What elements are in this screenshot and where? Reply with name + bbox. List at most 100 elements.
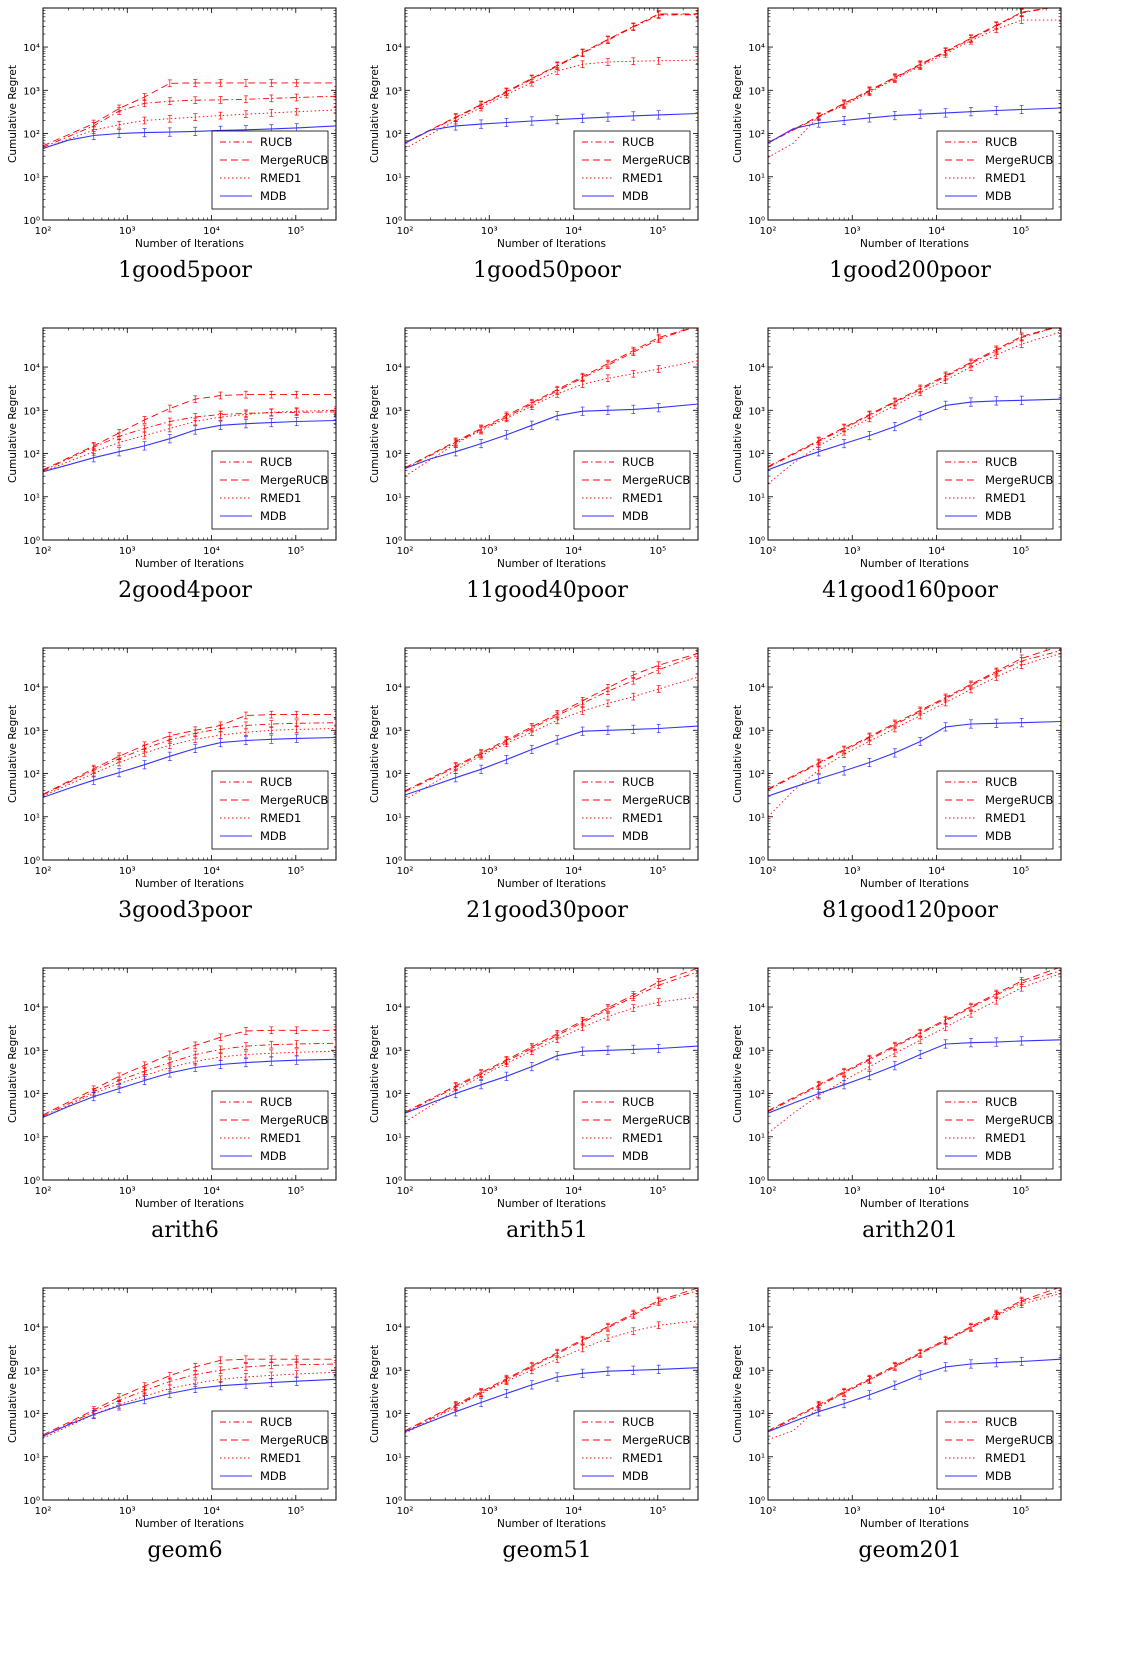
y-tick-label: 10¹ (748, 1133, 765, 1144)
y-tick-label: 10⁰ (23, 1176, 40, 1187)
series-line-rucb (768, 650, 1061, 791)
x-tick-label: 10³ (481, 866, 498, 877)
x-axis-label: Number of Iterations (860, 878, 969, 890)
x-tick-label: 10³ (844, 1186, 861, 1197)
x-tick-label: 10⁴ (203, 1186, 220, 1197)
x-tick-label: 10⁵ (649, 1186, 666, 1197)
y-tick-label: 10² (23, 450, 40, 461)
legend-label: RUCB (985, 135, 1017, 149)
plot-frame (42, 647, 337, 861)
x-tick-label: 10⁵ (1012, 546, 1029, 557)
legend-label: MergeRUCB (260, 473, 328, 487)
series-line-mergerucb (768, 968, 1060, 1112)
legend-label: MDB (260, 509, 287, 523)
y-tick-label: 10² (385, 1410, 402, 1421)
legend-label: RMED1 (622, 1131, 663, 1145)
y-axis-label: Cumulative Regret (732, 65, 744, 163)
x-axis-label: Number of Iterations (135, 878, 244, 890)
x-axis-label: Number of Iterations (860, 558, 969, 570)
y-axis-label: Cumulative Regret (7, 65, 19, 163)
series-line-rmed1 (768, 972, 1061, 1134)
y-tick-label: 10¹ (23, 1133, 40, 1144)
y-tick-label: 10³ (385, 406, 402, 417)
chart-caption: 1good200poor (829, 258, 991, 283)
legend-label: RUCB (622, 1415, 654, 1429)
chart-caption: arith201 (862, 1218, 958, 1243)
x-tick-label: 10⁴ (928, 226, 945, 237)
x-tick-label: 10⁵ (1012, 1186, 1029, 1197)
y-axis-label: Cumulative Regret (7, 1345, 19, 1443)
legend-label: RUCB (260, 1415, 292, 1429)
chart-panel: 10² 10³ 10⁴ 10⁵ 10⁰ 10¹ 10² 10³ 10⁴ Number of Ite… (362, 320, 732, 653)
plot-frame (404, 647, 699, 861)
plot-frame (404, 1287, 699, 1501)
x-tick-label: 10⁴ (565, 1506, 582, 1517)
legend-label: MDB (622, 829, 649, 843)
chart-panel: 10² 10³ 10⁴ 10⁵ 10⁰ 10¹ 10² 10³ 10⁴ Number of Ite… (0, 960, 370, 1293)
x-tick-label: 10⁵ (287, 1506, 304, 1517)
x-axis-label: Number of Iterations (497, 558, 606, 570)
legend-label: MergeRUCB (260, 793, 328, 807)
legend-label: MDB (260, 829, 287, 843)
x-tick-label: 10³ (481, 546, 498, 557)
y-tick-label: 10³ (385, 86, 402, 97)
x-tick-label: 10² (35, 1506, 52, 1517)
x-axis-label: Number of Iterations (497, 1518, 606, 1530)
series-group (405, 10, 698, 149)
series-group (43, 1355, 336, 1439)
y-tick-label: 10¹ (23, 1453, 40, 1464)
x-tick-label: 10² (397, 866, 414, 877)
y-tick-label: 10⁰ (385, 1176, 402, 1187)
chart-panel: 10² 10³ 10⁴ 10⁵ 10⁰ 10¹ 10² 10³ 10⁴ Number of Ite… (362, 640, 732, 973)
legend-label: MDB (622, 509, 649, 523)
chart-panel: 10² 10³ 10⁴ 10⁵ 10⁰ 10¹ 10² 10³ 10⁴ Number of Ite… (725, 0, 1095, 333)
legend-label: RMED1 (985, 171, 1026, 185)
y-tick-label: 10³ (748, 406, 765, 417)
y-tick-label: 10² (23, 770, 40, 781)
y-tick-label: 10² (385, 450, 402, 461)
y-tick-label: 10⁴ (748, 683, 765, 694)
y-axis-label: Cumulative Regret (369, 705, 381, 803)
legend-label: MergeRUCB (985, 1113, 1053, 1127)
y-tick-label: 10⁰ (748, 1176, 765, 1187)
x-tick-label: 10² (760, 1506, 777, 1517)
x-tick-label: 10⁵ (1012, 866, 1029, 877)
x-axis-label: Number of Iterations (497, 878, 606, 890)
series-line-mdb (768, 720, 1061, 797)
y-tick-label: 10⁰ (748, 1496, 765, 1507)
y-tick-label: 10⁴ (385, 683, 402, 694)
chart-caption: 41good160poor (822, 578, 998, 603)
y-tick-label: 10¹ (385, 1453, 402, 1464)
x-axis-label: Number of Iterations (135, 1518, 244, 1530)
y-axis-label: Cumulative Regret (369, 1025, 381, 1123)
y-axis-label: Cumulative Regret (7, 1025, 19, 1123)
series-line-mdb (43, 125, 336, 150)
series-line-mdb (768, 107, 1061, 144)
y-tick-label: 10³ (23, 86, 40, 97)
chart-panel: 10² 10³ 10⁴ 10⁵ 10⁰ 10¹ 10² 10³ 10⁴ Number of Ite… (725, 1280, 1095, 1613)
y-axis-label: Cumulative Regret (732, 705, 744, 803)
legend-label: RUCB (985, 1415, 1017, 1429)
series-line-mergerucb (768, 8, 1051, 143)
y-tick-label: 10⁰ (23, 536, 40, 547)
y-tick-label: 10⁴ (385, 43, 402, 54)
chart-caption: 11good40poor (466, 578, 628, 603)
legend-label: MergeRUCB (622, 793, 690, 807)
legend-label: MDB (260, 1469, 287, 1483)
y-tick-label: 10¹ (385, 493, 402, 504)
legend-label: MergeRUCB (985, 1433, 1053, 1447)
y-axis-label: Cumulative Regret (732, 1345, 744, 1443)
legend-label: MDB (985, 509, 1012, 523)
y-axis-label: Cumulative Regret (732, 385, 744, 483)
x-axis-label: Number of Iterations (135, 558, 244, 570)
plot-frame (767, 327, 1062, 541)
chart-caption: 21good30poor (466, 898, 628, 923)
x-tick-label: 10² (35, 1186, 52, 1197)
x-tick-label: 10⁵ (649, 546, 666, 557)
y-tick-label: 10⁴ (385, 1003, 402, 1014)
series-line-rmed1 (43, 728, 336, 797)
